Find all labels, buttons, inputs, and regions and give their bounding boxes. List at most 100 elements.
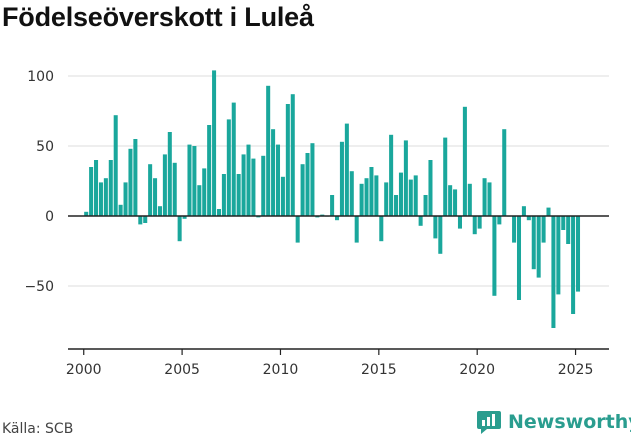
x-tick-label: 2010 bbox=[263, 362, 299, 378]
data-bar bbox=[89, 167, 94, 216]
data-bar bbox=[384, 182, 389, 216]
data-bar bbox=[187, 144, 192, 216]
data-bar bbox=[153, 178, 158, 216]
data-bar bbox=[394, 195, 399, 216]
data-bar bbox=[448, 185, 453, 216]
data-bar bbox=[212, 70, 217, 217]
data-bar bbox=[103, 178, 108, 216]
data-bar bbox=[467, 183, 472, 216]
data-bar bbox=[231, 102, 236, 216]
data-bar bbox=[138, 216, 143, 225]
data-bar bbox=[403, 140, 408, 216]
newsworthy-logo-icon bbox=[477, 411, 501, 434]
data-bar bbox=[133, 139, 138, 216]
data-bar bbox=[428, 160, 433, 216]
data-bar bbox=[344, 123, 349, 216]
data-bar bbox=[369, 167, 374, 216]
data-bar bbox=[113, 115, 118, 216]
y-tick-label: 50 bbox=[36, 139, 54, 155]
data-bar bbox=[413, 175, 418, 216]
data-bar bbox=[123, 182, 128, 216]
data-bar bbox=[433, 216, 438, 239]
data-bar bbox=[162, 154, 167, 216]
data-bar bbox=[526, 216, 531, 221]
x-tick-label: 2025 bbox=[558, 362, 594, 378]
y-axis-labels: −50 0 50 100 bbox=[24, 69, 54, 295]
data-bar bbox=[177, 216, 182, 242]
data-bar bbox=[556, 216, 561, 295]
y-tick-label: 100 bbox=[27, 69, 54, 85]
data-bar bbox=[108, 160, 113, 216]
data-bar bbox=[148, 164, 153, 216]
data-bar bbox=[575, 216, 581, 292]
data-bar bbox=[305, 153, 310, 216]
data-bar bbox=[271, 129, 276, 216]
data-bar bbox=[266, 85, 271, 216]
data-bar bbox=[275, 144, 281, 216]
data-bar bbox=[497, 216, 502, 225]
data-bar bbox=[261, 155, 266, 216]
data-bar bbox=[128, 148, 133, 216]
data-bar bbox=[354, 216, 359, 243]
x-tick-label: 2005 bbox=[164, 362, 200, 378]
data-bar bbox=[566, 216, 571, 244]
data-bar bbox=[157, 206, 162, 216]
data-bar bbox=[84, 211, 89, 216]
data-bar bbox=[364, 178, 369, 216]
data-bar bbox=[482, 178, 487, 216]
data-bar bbox=[290, 94, 295, 216]
data-bar bbox=[349, 171, 354, 216]
data-bar bbox=[462, 106, 467, 216]
data-bar bbox=[251, 158, 256, 216]
data-bar bbox=[241, 154, 246, 216]
x-tick-label: 2015 bbox=[361, 362, 397, 378]
data-bar bbox=[359, 183, 364, 216]
data-bar bbox=[192, 146, 197, 216]
data-bar bbox=[226, 119, 231, 216]
data-bar bbox=[280, 176, 285, 216]
y-tick-label: −50 bbox=[24, 279, 54, 295]
data-bar bbox=[143, 216, 148, 223]
data-bar bbox=[546, 207, 551, 216]
x-axis: 2000 2005 2010 2015 2020 2025 bbox=[66, 348, 609, 378]
data-bar bbox=[379, 216, 384, 242]
data-bar bbox=[457, 216, 462, 229]
data-bar bbox=[521, 206, 526, 216]
brand-logo[interactable]: Newsworthy bbox=[476, 407, 631, 437]
data-bar bbox=[182, 216, 187, 219]
data-bar bbox=[561, 216, 566, 230]
data-bar bbox=[300, 164, 305, 216]
data-bar bbox=[541, 216, 546, 243]
data-bar bbox=[207, 125, 212, 216]
data-bar bbox=[118, 204, 123, 216]
data-bar bbox=[285, 104, 290, 216]
y-tick-label: 0 bbox=[45, 209, 54, 225]
data-bar bbox=[202, 168, 207, 216]
data-bar bbox=[236, 174, 241, 216]
data-bar bbox=[477, 216, 482, 229]
x-tick-label: 2020 bbox=[459, 362, 495, 378]
data-bar bbox=[295, 216, 300, 243]
data-bar bbox=[398, 172, 403, 216]
chart-title: Födelseöverskott i Luleå bbox=[2, 2, 314, 32]
data-bar bbox=[216, 209, 222, 216]
x-tick-label: 2000 bbox=[66, 362, 102, 378]
data-bar bbox=[492, 216, 497, 296]
data-bar bbox=[389, 134, 394, 216]
data-bar bbox=[408, 179, 413, 216]
data-bar bbox=[339, 141, 344, 216]
data-bar bbox=[330, 195, 335, 216]
data-bar bbox=[423, 195, 428, 216]
data-bar bbox=[443, 137, 448, 216]
bar-series bbox=[84, 70, 581, 328]
data-bar bbox=[536, 216, 541, 278]
data-bar bbox=[472, 216, 477, 235]
data-bar bbox=[335, 216, 340, 221]
data-bar bbox=[502, 129, 507, 216]
data-bar bbox=[438, 216, 443, 254]
data-bar bbox=[453, 189, 458, 216]
data-bar bbox=[167, 132, 172, 216]
data-bar bbox=[246, 144, 251, 216]
data-bar bbox=[310, 143, 315, 216]
